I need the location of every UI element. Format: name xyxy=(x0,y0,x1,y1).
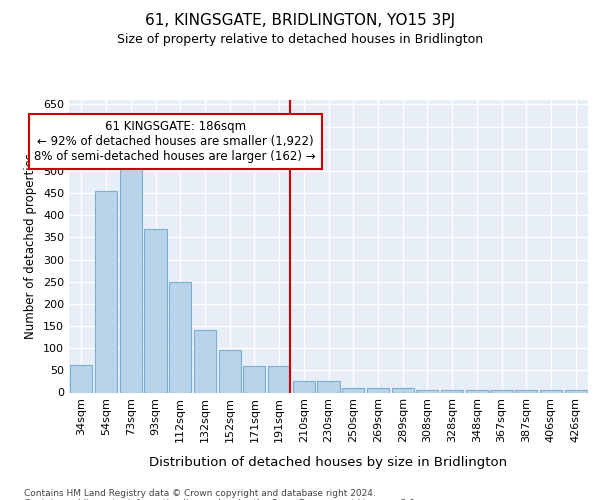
Bar xyxy=(70,365,92,392)
Bar xyxy=(194,330,216,392)
Bar xyxy=(565,390,587,392)
Bar xyxy=(243,366,265,392)
Bar xyxy=(169,282,191,393)
Bar xyxy=(392,388,414,392)
Bar xyxy=(95,191,117,392)
Text: 61 KINGSGATE: 186sqm
← 92% of detached houses are smaller (1,922)
8% of semi-det: 61 KINGSGATE: 186sqm ← 92% of detached h… xyxy=(34,120,316,163)
Bar xyxy=(490,390,512,392)
Bar xyxy=(145,228,167,392)
X-axis label: Distribution of detached houses by size in Bridlington: Distribution of detached houses by size … xyxy=(149,456,508,469)
Bar xyxy=(119,162,142,392)
Bar xyxy=(218,350,241,393)
Bar xyxy=(268,366,290,392)
Text: Size of property relative to detached houses in Bridlington: Size of property relative to detached ho… xyxy=(117,32,483,46)
Text: Contains public sector information licensed under the Open Government Licence v3: Contains public sector information licen… xyxy=(24,498,418,500)
Bar xyxy=(441,390,463,392)
Text: 61, KINGSGATE, BRIDLINGTON, YO15 3PJ: 61, KINGSGATE, BRIDLINGTON, YO15 3PJ xyxy=(145,12,455,28)
Bar xyxy=(416,390,439,392)
Bar xyxy=(293,380,315,392)
Bar xyxy=(367,388,389,392)
Bar xyxy=(540,390,562,392)
Bar xyxy=(466,390,488,392)
Text: Contains HM Land Registry data © Crown copyright and database right 2024.: Contains HM Land Registry data © Crown c… xyxy=(24,488,376,498)
Bar xyxy=(342,388,364,392)
Bar xyxy=(515,390,538,392)
Y-axis label: Number of detached properties: Number of detached properties xyxy=(25,153,37,340)
Bar xyxy=(317,380,340,392)
